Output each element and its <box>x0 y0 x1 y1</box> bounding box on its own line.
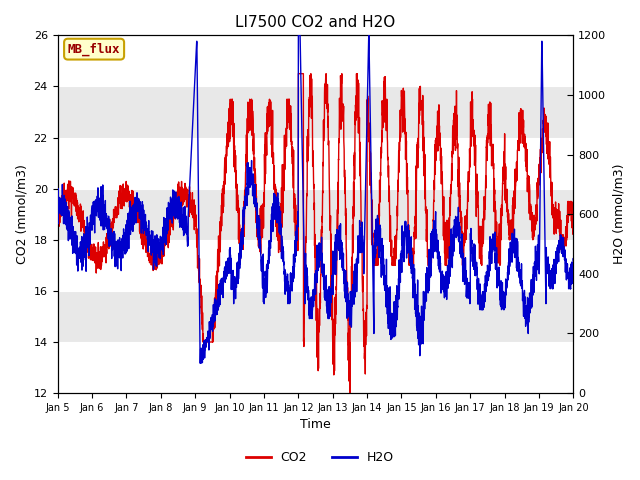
Bar <box>58 138 573 189</box>
Bar <box>58 342 573 393</box>
X-axis label: Time: Time <box>300 419 331 432</box>
Y-axis label: CO2 (mmol/m3): CO2 (mmol/m3) <box>15 164 28 264</box>
Title: LI7500 CO2 and H2O: LI7500 CO2 and H2O <box>236 15 396 30</box>
Legend: CO2, H2O: CO2, H2O <box>241 446 399 469</box>
Bar <box>58 240 573 291</box>
Text: MB_flux: MB_flux <box>68 43 120 56</box>
Y-axis label: H2O (mmol/m3): H2O (mmol/m3) <box>612 164 625 264</box>
Bar <box>58 36 573 86</box>
